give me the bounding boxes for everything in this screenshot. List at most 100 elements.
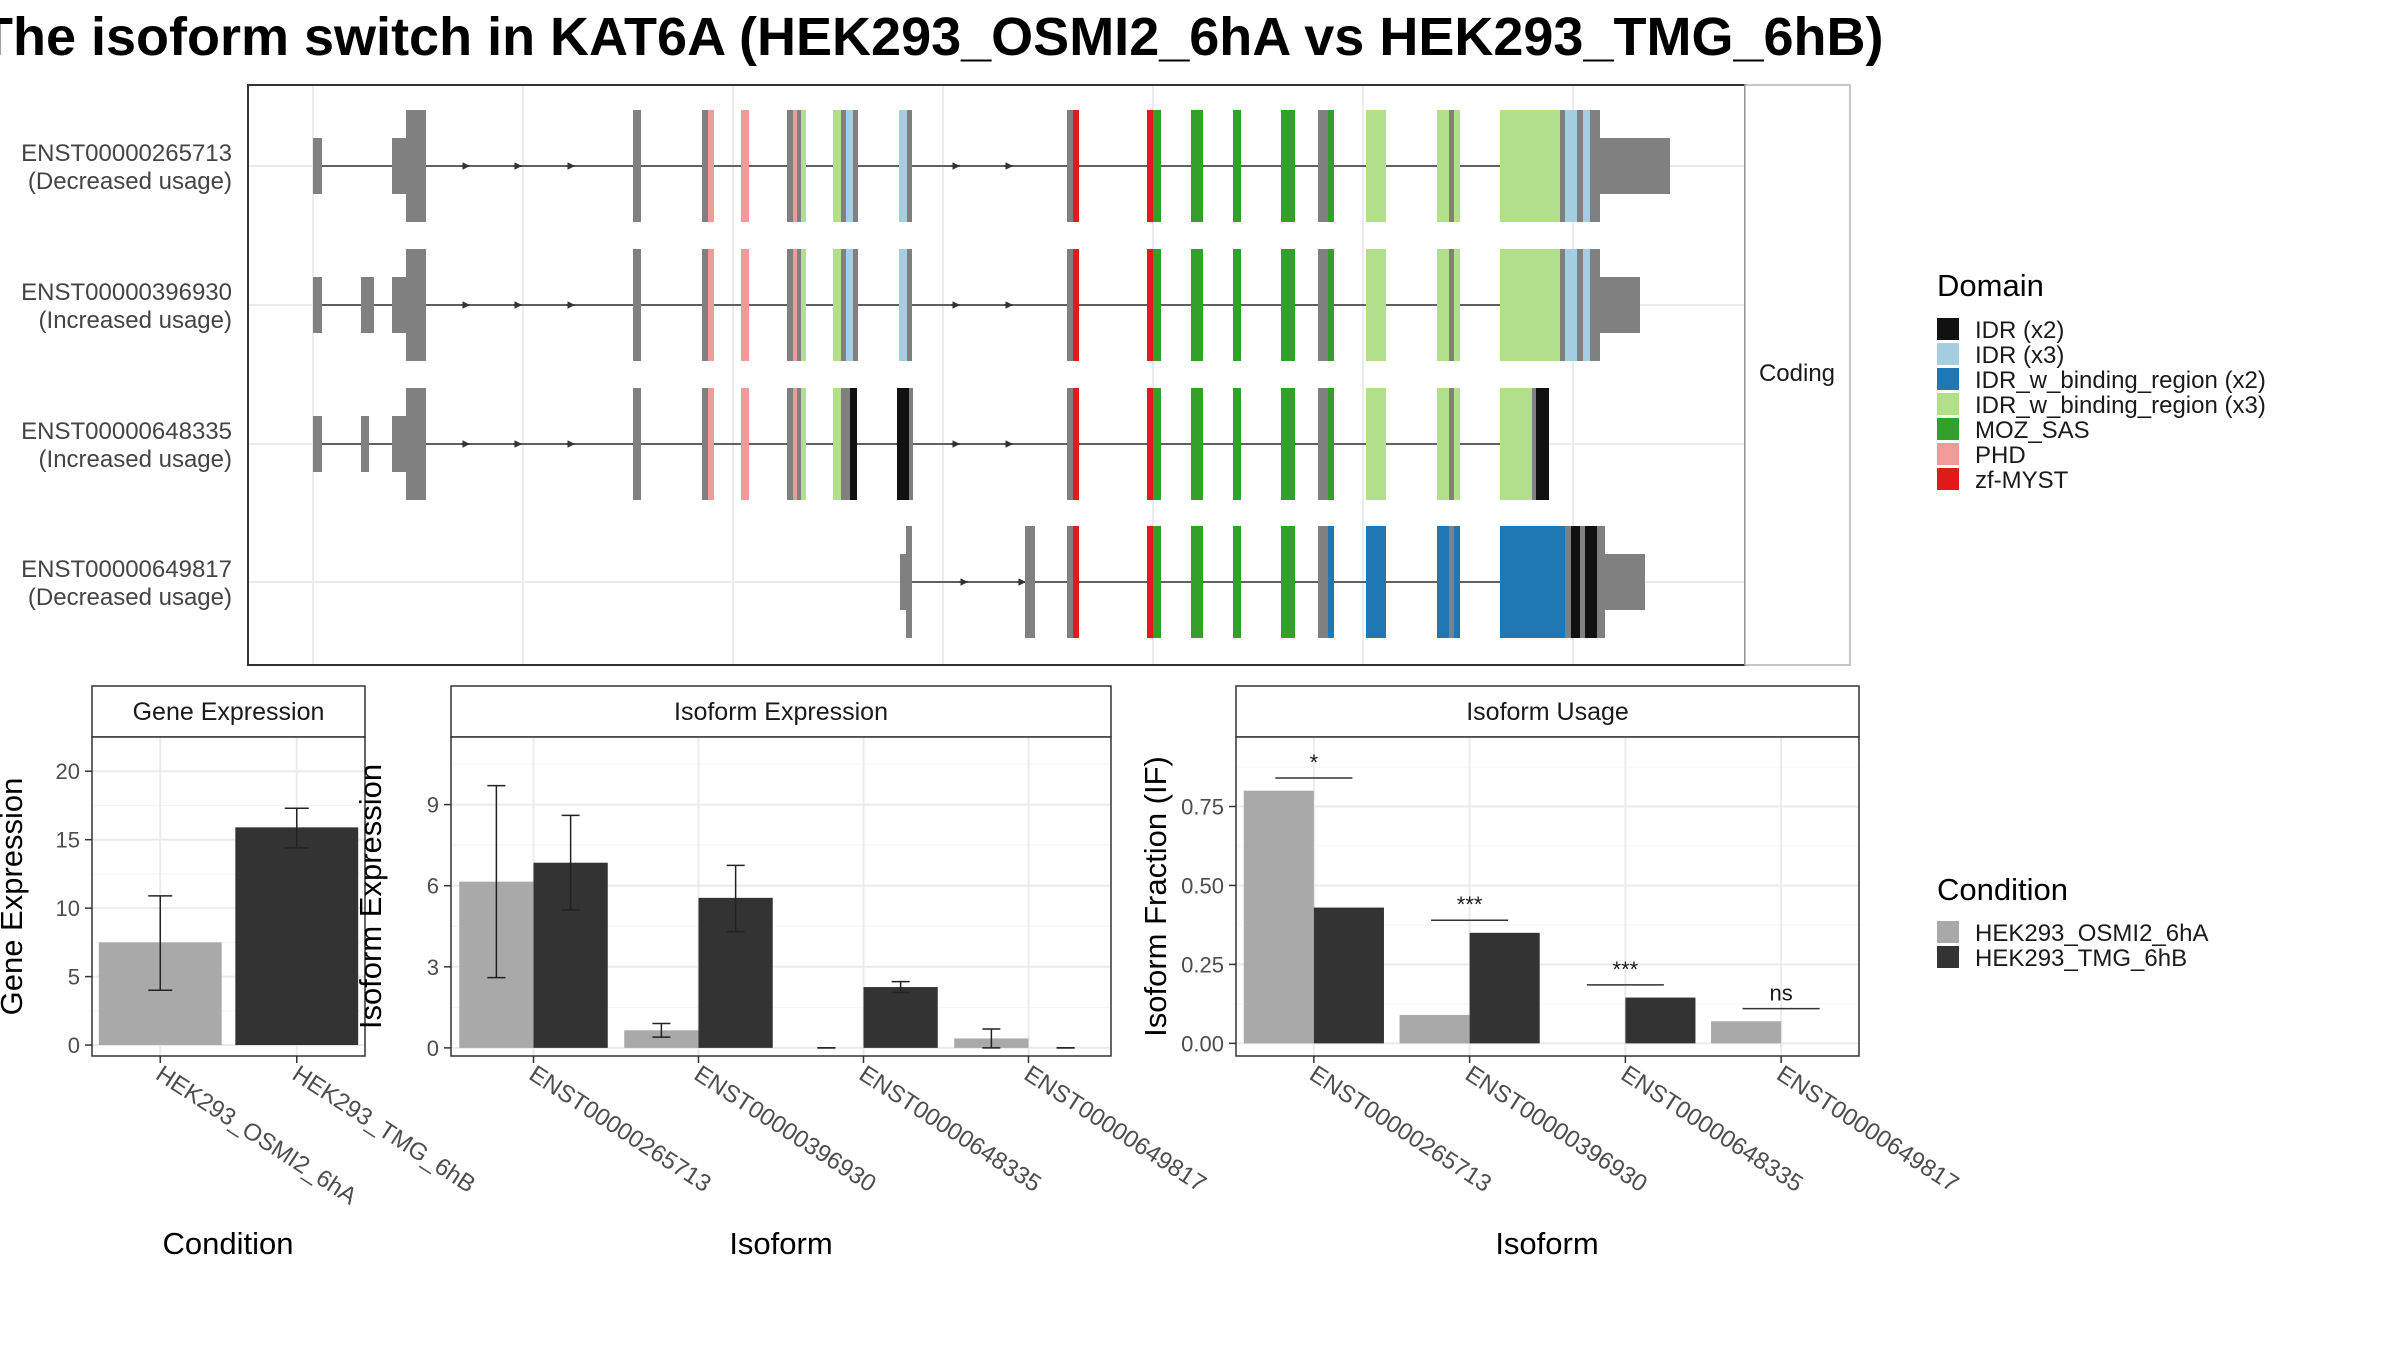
- utr-exon: [1600, 138, 1670, 194]
- domain-legend-title: Domain: [1937, 268, 2044, 303]
- coding-exon: [1318, 388, 1328, 500]
- transcript-row-1: ENST00000265713 (Decreased usage): [21, 140, 232, 195]
- legend-label: IDR (x2): [1975, 317, 2064, 344]
- coding-exon: [906, 526, 912, 638]
- transcript-usage-label: (Increased usage): [39, 446, 232, 473]
- x-tick-label: ENST00000396930: [689, 1060, 881, 1197]
- domain-exon: [1366, 526, 1386, 638]
- panel-title: Isoform Usage: [1466, 698, 1629, 726]
- coding-exon: [907, 249, 912, 361]
- bar-chart-panels: Gene Expression05101520HEK293_OSMI2_6hAH…: [0, 685, 1963, 1261]
- bar: [1469, 932, 1540, 1044]
- coding-exon: [1449, 249, 1454, 361]
- y-tick-label: 15: [56, 828, 80, 853]
- domain-exon: [1281, 249, 1295, 361]
- domain-exon: [1233, 388, 1241, 500]
- transcript-row-4: ENST00000649817 (Decreased usage): [21, 556, 232, 611]
- domain-exon: [833, 388, 841, 500]
- domain-exon: [708, 110, 714, 222]
- domain-exon: [1147, 526, 1153, 638]
- domain-exon: [1583, 249, 1590, 361]
- coding-exon: [841, 249, 846, 361]
- domain-exon: [1585, 526, 1597, 638]
- legend-key-idr-x3: [1937, 343, 1959, 365]
- domain-exon: [1437, 110, 1449, 222]
- bar: [1243, 790, 1314, 1044]
- structure-panel-background: [247, 84, 1746, 666]
- domain-exon: [833, 110, 841, 222]
- coding-exon: [702, 249, 708, 361]
- y-tick-label: 0.00: [1181, 1031, 1224, 1056]
- domain-exon: [1147, 110, 1153, 222]
- domain-exon: [1500, 249, 1560, 361]
- panel-strip: [91, 685, 366, 738]
- coding-exon: [633, 249, 641, 361]
- legend-key-zf-myst: [1937, 468, 1959, 490]
- coding-exon: [702, 388, 708, 500]
- domain-exon: [1500, 526, 1565, 638]
- transcript-tracks: [313, 110, 1670, 638]
- coding-exon: [1318, 249, 1328, 361]
- utr-exon: [361, 416, 369, 472]
- plot-border: [450, 736, 1112, 1057]
- y-tick-label: 0.75: [1181, 794, 1224, 819]
- coding-exon: [1067, 526, 1073, 638]
- coding-exon: [1449, 110, 1454, 222]
- utr-exon: [313, 138, 322, 194]
- legend-label: HEK293_TMG_6hB: [1975, 945, 2187, 972]
- domain-exon: [1328, 388, 1334, 500]
- domain-exon: [1571, 526, 1580, 638]
- utr-exon: [1600, 277, 1640, 333]
- domain-exon: [708, 249, 714, 361]
- domain-exon: [1437, 249, 1449, 361]
- coding-exon: [1318, 110, 1328, 222]
- domain-exon: [741, 110, 749, 222]
- y-tick-label: 3: [427, 955, 439, 980]
- domain-exon: [1565, 110, 1577, 222]
- coding-exon: [1590, 110, 1600, 222]
- legend-label: zf-MYST: [1975, 467, 2069, 494]
- bar-chart-isoform-expression: Isoform Expression0369ENST00000265713ENS…: [353, 685, 1211, 1261]
- domain-exon: [1153, 388, 1161, 500]
- coding-exon: [1067, 388, 1073, 500]
- coding-exon: [853, 110, 858, 222]
- legend-label: IDR_w_binding_region (x3): [1975, 392, 2266, 419]
- y-axis-title: Isoform Fraction (IF): [1138, 756, 1173, 1037]
- domain-exon: [1281, 110, 1295, 222]
- utr-exon: [900, 554, 910, 610]
- bar: [863, 987, 938, 1048]
- domain-exon: [1191, 526, 1203, 638]
- domain-exon: [1233, 110, 1241, 222]
- domain-exon: [1191, 249, 1203, 361]
- domain-exon: [1233, 526, 1241, 638]
- domain-exon: [1454, 249, 1460, 361]
- domain-exon: [1454, 110, 1460, 222]
- coding-exon: [1597, 526, 1605, 638]
- domain-exon: [1191, 388, 1203, 500]
- bar: [1399, 1014, 1470, 1044]
- utr-exon: [361, 277, 374, 333]
- legend-label: MOZ_SAS: [1975, 417, 2090, 444]
- coding-exon: [633, 388, 641, 500]
- legend-key-moz-sas: [1937, 418, 1959, 440]
- domain-exon: [1366, 110, 1386, 222]
- domain-exon: [1565, 249, 1577, 361]
- domain-exon: [1583, 110, 1590, 222]
- coding-exon: [1565, 526, 1571, 638]
- domain-exon: [1147, 388, 1153, 500]
- coding-exon: [406, 249, 426, 361]
- domain-exon: [741, 249, 749, 361]
- legend-label: HEK293_OSMI2_6hA: [1975, 920, 2208, 947]
- y-axis-title: Isoform Expression: [353, 764, 388, 1029]
- coding-exon: [1449, 388, 1454, 500]
- domain-exon: [1437, 526, 1449, 638]
- coding-exon: [1577, 249, 1583, 361]
- coding-exon: [1449, 526, 1454, 638]
- transcript-structure-panel: Coding ENST00000265713 (Decreased usage)…: [21, 84, 1851, 666]
- domain-exon: [833, 249, 841, 361]
- coding-strip-label: Coding: [1759, 360, 1835, 387]
- coding-exon: [797, 249, 802, 361]
- transcript-row-2: ENST00000396930 (Increased usage): [21, 279, 232, 334]
- domain-exon: [1500, 110, 1560, 222]
- coding-exon: [1577, 110, 1583, 222]
